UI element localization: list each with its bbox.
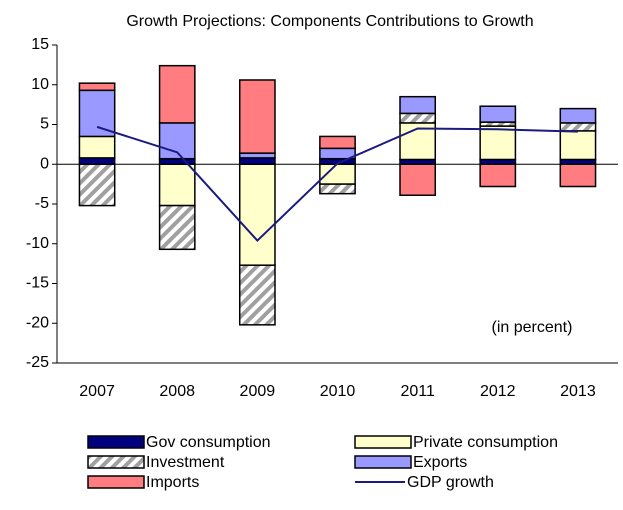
legend-swatch: [87, 455, 145, 469]
bar: [479, 125, 517, 161]
bar: [78, 163, 116, 207]
legend-label: Exports: [413, 454, 467, 471]
y-tick-label: -15: [26, 275, 49, 292]
bar: [78, 135, 116, 159]
bar: [319, 183, 356, 195]
legend-label: GDP growth: [407, 474, 494, 491]
line: [96, 125, 578, 243]
legend-label: Imports: [146, 474, 199, 491]
bar: [479, 163, 517, 188]
bar: [158, 64, 196, 124]
x-tick-label: 2013: [560, 383, 596, 400]
bar: [158, 163, 196, 207]
legend-label: Private consumption: [413, 434, 558, 451]
y-tick-label: -10: [26, 235, 49, 252]
bar: [559, 130, 597, 161]
y-tick-label: 5: [40, 116, 49, 133]
x-tick-label: 2009: [240, 383, 276, 400]
y-tick-label: -20: [26, 314, 49, 331]
bar: [559, 163, 597, 188]
x-tick-label: 2011: [400, 383, 435, 400]
bar: [158, 157, 196, 165]
legend-swatch: [354, 435, 412, 449]
bar: [399, 112, 437, 124]
x-tick-label: 2012: [480, 383, 516, 400]
y-tick-label: 0: [40, 155, 49, 172]
legend-label: Investment: [146, 454, 225, 471]
bar: [479, 105, 517, 123]
x-tick-label: 2010: [320, 383, 356, 400]
bar: [399, 95, 437, 115]
bar: [559, 122, 597, 132]
x-tick-label: 2007: [79, 383, 115, 400]
bar: [238, 264, 276, 326]
y-tick-label: 15: [31, 36, 49, 53]
legend-label: Gov consumption: [146, 434, 271, 451]
x-tick-label: 2008: [159, 383, 195, 400]
legend-swatch: [354, 455, 412, 469]
bar: [399, 163, 437, 197]
bar: [158, 204, 196, 251]
bar: [78, 82, 116, 92]
bar: [238, 163, 276, 266]
chart-title: Growth Projections: Components Contribut…: [126, 13, 533, 30]
bar: [319, 135, 356, 150]
legend-swatch: [87, 475, 145, 489]
bar: [238, 157, 276, 165]
bar: [78, 157, 116, 165]
bar: [78, 89, 116, 138]
y-tick-label: -25: [26, 354, 49, 371]
y-tick-label: -5: [35, 195, 49, 212]
legend-swatch: [87, 435, 145, 449]
y-tick-label: 10: [31, 76, 49, 93]
annotation: (in percent): [492, 319, 573, 336]
bar: [238, 79, 276, 154]
bar: [559, 107, 597, 124]
